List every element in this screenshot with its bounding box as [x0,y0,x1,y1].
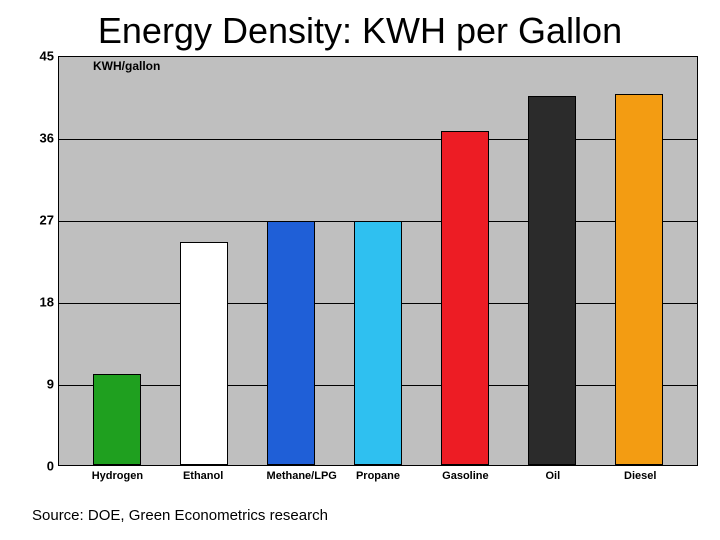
x-label: Ethanol [179,470,227,482]
x-label: Oil [529,470,577,482]
source-text: Source: DOE, Green Econometrics research [32,507,328,524]
bar-propane [354,221,402,465]
chart-title: Energy Density: KWH per Gallon [0,0,720,52]
bar-methane-lpg [267,221,315,465]
x-labels: Hydrogen Ethanol Methane/LPG Propane Gasolin… [58,470,698,482]
bars-wrap [59,57,697,465]
x-label: Hydrogen [92,470,140,482]
x-label: Diesel [616,470,664,482]
bar-gasoline [441,131,489,465]
chart-container: KWH/gallon 0918273645 HydrogenEthanolMet… [32,56,702,494]
bar-hydrogen [93,374,141,465]
bar-diesel [615,94,663,465]
y-tick: 0 [30,459,54,474]
x-label: Propane [354,470,402,482]
y-tick: 45 [30,49,54,64]
bar-oil [528,96,576,465]
x-label: Gasoline [441,470,489,482]
y-tick: 18 [30,295,54,310]
y-tick: 9 [30,377,54,392]
y-tick: 36 [30,131,54,146]
bar-ethanol [180,242,228,465]
y-tick: 27 [30,213,54,228]
x-label: Methane/LPG [267,470,315,482]
plot-area: KWH/gallon [58,56,698,466]
